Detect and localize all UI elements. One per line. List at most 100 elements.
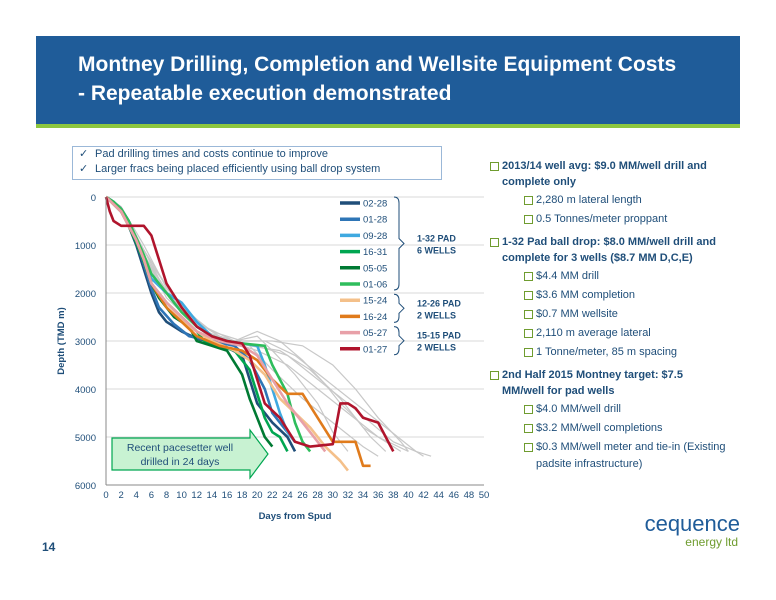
accent-bar — [36, 124, 740, 128]
group-label: 12-26 PAD — [417, 298, 461, 308]
checkbox-bullet-icon — [524, 291, 533, 300]
series-line-16-24 — [105, 196, 371, 468]
x-tick-label: 26 — [297, 490, 308, 501]
checkbox-bullet-icon — [524, 424, 533, 433]
summary-text: $4.4 MM drill — [536, 270, 599, 282]
legend-label: 05-05 — [363, 263, 387, 274]
historical-well-line — [105, 196, 409, 452]
x-tick-label: 2 — [118, 490, 123, 501]
pacesetter-callout — [111, 428, 269, 480]
summary-text: 0.5 Tonnes/meter proppant — [536, 213, 668, 225]
x-tick-label: 0 — [103, 490, 108, 501]
logo-main-text: cequence — [644, 511, 740, 536]
legend-label: 01-28 — [363, 215, 387, 226]
x-tick-label: 8 — [164, 490, 169, 501]
legend-label: 09-28 — [363, 231, 387, 242]
series-line-15-24 — [105, 196, 349, 472]
y-tick-label: 5000 — [75, 433, 96, 444]
summary-subitem: 1 Tonne/meter, 85 m spacing — [488, 344, 728, 361]
summary-heading: 1-32 Pad ball drop: $8.0 MM/well drill a… — [488, 234, 728, 266]
historical-well-line — [105, 196, 349, 452]
checkbox-bullet-icon — [524, 215, 533, 224]
slide-title-line1: Montney Drilling, Completion and Wellsit… — [78, 53, 677, 76]
depth-vs-days-chart: 0 2 4 6 8 10 12 14 16 18 20 22 24 26 28 30 32 34 36 38 40 42 4… — [56, 193, 489, 522]
summary-text: $0.7 MM wellsite — [536, 308, 618, 320]
summary-subitem: 2,280 m lateral length — [488, 192, 728, 209]
summary-heading: 2013/14 well avg: $9.0 MM/well drill and… — [488, 158, 728, 190]
x-tick-label: 40 — [403, 490, 414, 501]
checkbox-bullet-icon — [524, 348, 533, 357]
group-label: 1-32 PAD — [417, 234, 456, 244]
callout-text: drilled in 24 days — [141, 456, 220, 468]
checkbox-bullet-icon — [490, 162, 499, 171]
group-bracket — [393, 293, 405, 323]
group-sublabel: 2 WELLS — [417, 310, 456, 320]
x-tick-label: 34 — [358, 490, 369, 501]
group-sublabel: 6 WELLS — [417, 246, 456, 256]
slide-title: Montney Drilling, Completion and Wellsit… — [78, 50, 728, 108]
summary-text: 1 Tonne/meter, 85 m spacing — [536, 346, 678, 358]
x-tick-label: 18 — [237, 490, 248, 501]
summary-text: 2013/14 well avg: $9.0 MM/well drill and… — [502, 160, 707, 188]
summary-text: $0.3 MM/well meter and tie-in (Existing … — [536, 441, 726, 470]
group-bracket — [393, 326, 405, 356]
y-tick-label: 0 — [91, 193, 96, 204]
legend-label: 15-24 — [363, 296, 387, 307]
checkbox-bullet-icon — [524, 443, 533, 452]
summary-subitem: $3.6 MM completion — [488, 287, 728, 304]
title-banner — [36, 36, 740, 124]
x-tick-label: 24 — [282, 490, 293, 501]
x-tick-label: 12 — [191, 490, 202, 501]
checkbox-bullet-icon — [490, 238, 499, 247]
bullet-item: ✓ Pad drilling times and costs continue t… — [73, 147, 441, 162]
summary-text: $3.2 MM/well completions — [536, 422, 663, 434]
x-tick-label: 28 — [312, 490, 323, 501]
x-tick-label: 4 — [134, 490, 139, 501]
cost-summary-panel: 2013/14 well avg: $9.0 MM/well drill and… — [488, 152, 728, 475]
summary-text: 2,110 m average lateral — [536, 327, 651, 339]
checkbox-bullet-icon — [524, 329, 533, 338]
summary-subitem: $0.7 MM wellsite — [488, 306, 728, 323]
summary-subitem: 2,110 m average lateral — [488, 325, 728, 342]
x-tick-label: 16 — [222, 490, 233, 501]
summary-subitem: 0.5 Tonnes/meter proppant — [488, 211, 728, 228]
x-tick-label: 30 — [328, 490, 339, 501]
series-line-01-27 — [104, 196, 395, 453]
group-sublabel: 2 WELLS — [417, 343, 456, 353]
x-tick-label: 38 — [388, 490, 399, 501]
historical-well-line — [105, 196, 387, 452]
summary-text: 2nd Half 2015 Montney target: $7.5 MM/we… — [502, 369, 683, 397]
checkbox-bullet-icon — [524, 196, 533, 205]
x-tick-label: 32 — [343, 490, 354, 501]
checkbox-bullet-icon — [490, 371, 499, 380]
check-icon: ✓ — [79, 148, 89, 160]
company-logo: cequence energy ltd — [620, 511, 740, 549]
bullet-box: ✓ Pad drilling times and costs continue t… — [72, 146, 442, 180]
page-number: 14 — [42, 540, 56, 554]
summary-text: 1-32 Pad ball drop: $8.0 MM/well drill a… — [502, 236, 716, 264]
legend-label: 05-27 — [363, 328, 387, 339]
summary-subitem: $4.4 MM drill — [488, 268, 728, 285]
y-tick-label: 6000 — [75, 481, 96, 492]
summary-subitem: $4.0 MM/well drill — [488, 401, 728, 418]
bullet-text: Pad drilling times and costs continue to… — [95, 148, 328, 160]
y-axis-title: Depth (TMD m) — [56, 307, 67, 375]
y-tick-label: 1000 — [75, 241, 96, 252]
logo-sub-text: energy ltd — [685, 535, 738, 549]
y-tick-label: 4000 — [75, 385, 96, 396]
legend-label: 16-24 — [363, 312, 387, 323]
legend-label: 02-28 — [363, 199, 387, 210]
x-tick-label: 46 — [448, 490, 459, 501]
summary-heading: 2nd Half 2015 Montney target: $7.5 MM/we… — [488, 367, 728, 399]
legend-label: 01-27 — [363, 344, 387, 355]
bullet-item: ✓ Larger fracs being placed efficiently u… — [73, 162, 441, 177]
group-bracket — [393, 196, 405, 291]
legend-label: 01-06 — [363, 280, 387, 291]
checkbox-bullet-icon — [524, 310, 533, 319]
series-line-05-27 — [105, 196, 327, 453]
x-tick-label: 10 — [176, 490, 187, 501]
check-icon: ✓ — [79, 163, 89, 175]
x-tick-label: 20 — [252, 490, 263, 501]
checkbox-bullet-icon — [524, 405, 533, 414]
legend-label: 16-31 — [363, 247, 387, 258]
